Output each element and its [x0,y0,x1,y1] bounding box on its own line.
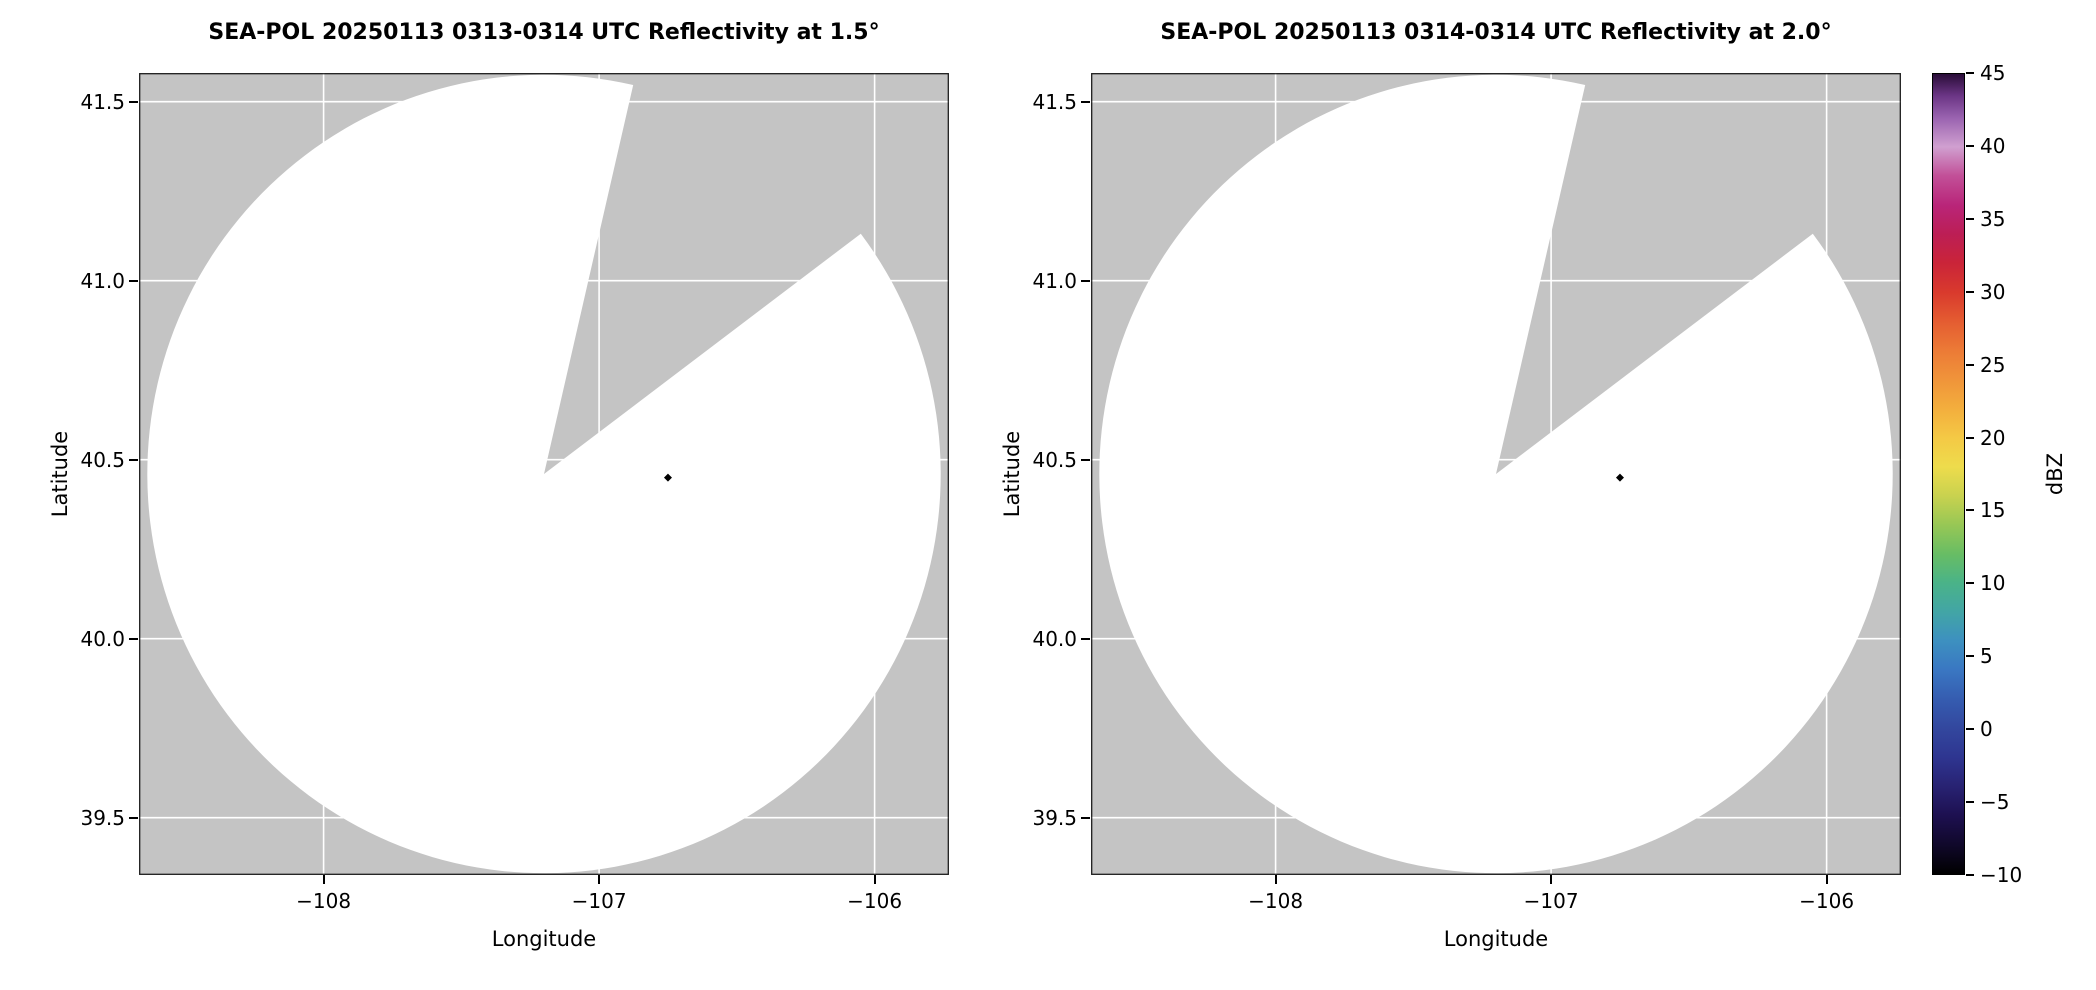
x-tick-mark [1550,875,1553,884]
colorbar-tick-area: −10 −5 0 5 10 15 20 25 30 35 40 45 [1966,61,2046,887]
colorbar-tick-mark [1966,582,1974,585]
colorbar-tick-label: 35 [1980,206,2006,231]
y-tick-mark [129,637,138,640]
y-axis-label-text: Latitude [48,430,72,518]
colorbar-tick-mark [1966,655,1974,658]
y-tick-label: 41.5 [80,89,125,114]
x-tick-label: −106 [847,889,903,913]
reflectivity-point [663,473,672,482]
y-tick-label: 41.5 [1032,89,1077,114]
x-tick-label: −107 [571,889,627,913]
y-tick-mark [1081,816,1090,819]
y-tick-label: 41.0 [80,268,125,293]
x-tick-mark [1274,875,1277,884]
x-axis-label: Longitude [491,927,597,951]
y-tick-label: 40.5 [80,447,125,472]
colorbar-tick-mark [1966,874,1974,876]
colorbar-tick-label: 25 [1980,352,2006,377]
y-tick-mark [1081,637,1090,640]
colorbar-tick-mark [1966,509,1974,512]
plot-frame [1091,73,1901,875]
y-tick-mark [1081,458,1090,461]
plot-title: SEA-POL 20250113 0314-0314 UTC Reflectiv… [1160,20,1832,45]
colorbar-label: dBZ [2038,73,2072,875]
radar-coverage-area [147,74,941,874]
data-points [663,473,672,482]
y-tick-mark [129,100,138,103]
colorbar-tick-mark [1966,144,1974,147]
y-tick-label: 39.5 [80,805,125,830]
colorbar-tick-label: −10 [1980,863,2023,887]
colorbar-tick-mark [1966,436,1974,439]
y-axis-label-text: Latitude [1000,430,1024,518]
colorbar-tick-label: 45 [1980,61,2006,85]
reflectivity-panel-1: SEA-POL 20250113 0313-0314 UTC Reflectiv… [0,0,1000,990]
y-tick-mark [1081,279,1090,282]
colorbar-tick-label: 10 [1980,571,2006,596]
y-tick-mark [129,279,138,282]
colorbar-tick-mark [1966,290,1974,293]
y-tick-label: 40.0 [1032,626,1077,651]
colorbar-tick-label: 15 [1980,498,2006,523]
y-tick-label: 40.0 [80,626,125,651]
colorbar-tick-mark [1966,363,1974,366]
colorbar-tick-label: 5 [1980,644,1993,669]
colorbar-label-text: dBZ [2043,452,2067,496]
y-tick-label: 41.0 [1032,268,1077,293]
colorbar-tick-mark [1966,801,1974,804]
colorbar-tick-mark [1966,728,1974,731]
colorbar-tick-label: −5 [1980,790,2010,815]
x-tick-mark [598,875,601,884]
radar-ppi-plot [1091,73,1901,875]
colorbar-tick-label: 40 [1980,133,2006,158]
colorbar-tick-label: 0 [1980,717,1993,742]
reflectivity-point [1615,473,1624,482]
y-axis-label: Latitude [997,73,1027,875]
plot-frame [139,73,949,875]
y-tick-label: 39.5 [1032,805,1077,830]
y-tick-mark [1081,100,1090,103]
radar-ppi-plot [139,73,949,875]
x-axis-label: Longitude [1443,927,1549,951]
radar-coverage-area [1099,74,1893,874]
colorbar-tick-label: 20 [1980,425,2006,450]
x-tick-mark [1825,875,1828,884]
x-tick-mark [322,875,325,884]
y-axis-label: Latitude [45,73,75,875]
x-tick-label: −108 [1248,889,1304,913]
colorbar-tick-mark [1966,217,1974,220]
colorbar-gradient [1932,73,1965,875]
plot-title: SEA-POL 20250113 0313-0314 UTC Reflectiv… [208,20,880,45]
x-tick-label: −106 [1799,889,1855,913]
y-tick-mark [129,458,138,461]
y-tick-mark [129,816,138,819]
y-tick-label: 40.5 [1032,447,1077,472]
reflectivity-panel-2: SEA-POL 20250113 0314-0314 UTC Reflectiv… [952,0,1952,990]
x-tick-label: −108 [296,889,352,913]
colorbar-tick-label: 30 [1980,279,2006,304]
colorbar-tick-mark [1966,72,1974,74]
x-tick-label: −107 [1523,889,1579,913]
data-points [1615,473,1624,482]
x-tick-mark [873,875,876,884]
